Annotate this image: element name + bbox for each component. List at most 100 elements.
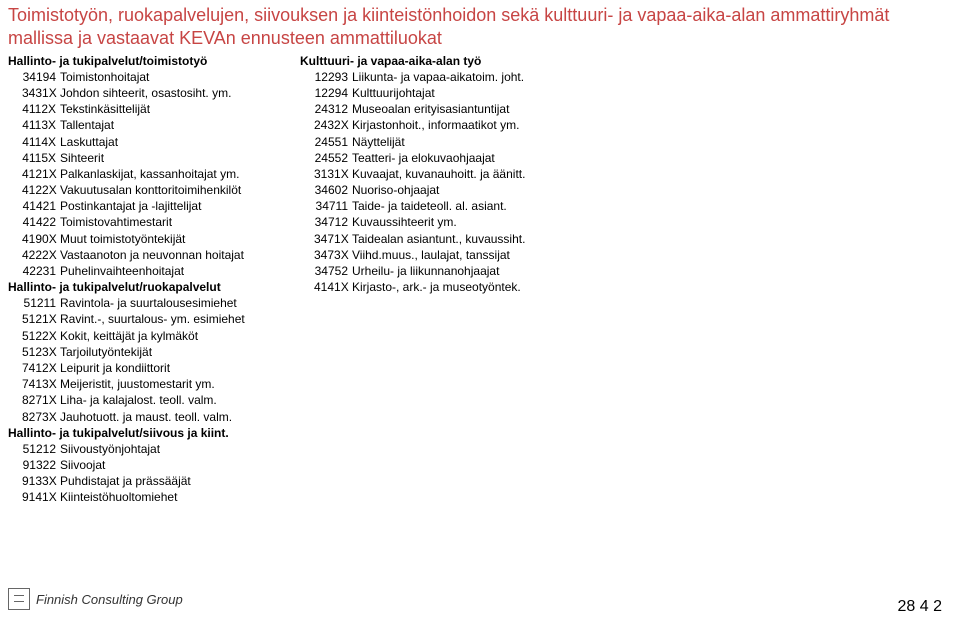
item-label: Tarjoilutyöntekijät	[60, 344, 296, 360]
list-item: 4141XKirjasto-, ark.- ja museotyöntek.	[300, 279, 600, 295]
item-label: Toimistovahtimestarit	[60, 214, 296, 230]
item-label: Leipurit ja kondiittorit	[60, 360, 296, 376]
item-code: 91322	[8, 457, 60, 473]
item-code: 7413X	[8, 376, 60, 392]
list-item: 4121XPalkanlaskijat, kassanhoitajat ym.	[8, 166, 296, 182]
list-item: 41421Postinkantajat ja -lajittelijat	[8, 198, 296, 214]
list-item: 4190XMuut toimistotyöntekijät	[8, 231, 296, 247]
list-item: 34712Kuvaussihteerit ym.	[300, 214, 600, 230]
item-label: Kulttuurijohtajat	[352, 85, 600, 101]
item-label: Kuvaajat, kuvanauhoitt. ja äänitt.	[352, 166, 600, 182]
item-code: 34711	[300, 198, 352, 214]
list-item: 4222XVastaanoton ja neuvonnan hoitajat	[8, 247, 296, 263]
item-label: Vakuutusalan konttoritoimihenkilöt	[60, 182, 296, 198]
item-label: Palkanlaskijat, kassanhoitajat ym.	[60, 166, 296, 182]
item-code: 3471X	[300, 231, 352, 247]
list-item: 42231Puhelinvaihteenhoitajat	[8, 263, 296, 279]
item-label: Siivoojat	[60, 457, 296, 473]
item-code: 5121X	[8, 311, 60, 327]
list-item: 41422Toimistovahtimestarit	[8, 214, 296, 230]
item-code: 8271X	[8, 392, 60, 408]
list-item: 12293Liikunta- ja vapaa-aikatoim. joht.	[300, 69, 600, 85]
list-item: 9141XKiinteistöhuoltomiehet	[8, 489, 296, 505]
list-item: 24551Näyttelijät	[300, 134, 600, 150]
item-label: Siivoustyönjohtajat	[60, 441, 296, 457]
document-title: Toimistotyön, ruokapalvelujen, siivoukse…	[0, 0, 960, 53]
item-label: Ravint.-, suurtalous- ym. esimiehet	[60, 311, 296, 327]
item-label: Kokit, keittäjät ja kylmäköt	[60, 328, 296, 344]
item-code: 24552	[300, 150, 352, 166]
item-code: 4190X	[8, 231, 60, 247]
list-item: 8271XLiha- ja kalajalost. teoll. valm.	[8, 392, 296, 408]
item-code: 4222X	[8, 247, 60, 263]
item-code: 4112X	[8, 101, 60, 117]
item-label: Kiinteistöhuoltomiehet	[60, 489, 296, 505]
section-header: Hallinto- ja tukipalvelut/toimistotyö	[8, 53, 296, 69]
list-item: 7412XLeipurit ja kondiittorit	[8, 360, 296, 376]
list-item: 34711Taide- ja taideteoll. al. asiant.	[300, 198, 600, 214]
item-code: 3473X	[300, 247, 352, 263]
item-label: Johdon sihteerit, osastosiht. ym.	[60, 85, 296, 101]
item-label: Näyttelijät	[352, 134, 600, 150]
fcg-logo-icon	[8, 588, 30, 610]
item-code: 5122X	[8, 328, 60, 344]
list-item: 4114XLaskuttajat	[8, 134, 296, 150]
item-label: Kirjasto-, ark.- ja museotyöntek.	[352, 279, 600, 295]
section-header: Hallinto- ja tukipalvelut/siivous ja kii…	[8, 425, 296, 441]
item-code: 4141X	[300, 279, 352, 295]
item-label: Viihd.muus., laulajat, tanssijat	[352, 247, 600, 263]
item-code: 34712	[300, 214, 352, 230]
item-code: 34194	[8, 69, 60, 85]
item-code: 3431X	[8, 85, 60, 101]
item-code: 24312	[300, 101, 352, 117]
item-code: 9141X	[8, 489, 60, 505]
item-code: 9133X	[8, 473, 60, 489]
item-code: 12294	[300, 85, 352, 101]
list-item: 24552Teatteri- ja elokuvaohjaajat	[300, 150, 600, 166]
section-header: Kulttuuri- ja vapaa-aika-alan työ	[300, 53, 600, 69]
item-label: Museoalan erityisasiantuntijat	[352, 101, 600, 117]
item-code: 4121X	[8, 166, 60, 182]
left-column: Hallinto- ja tukipalvelut/toimistotyö341…	[8, 53, 296, 506]
item-label: Tekstinkäsittelijät	[60, 101, 296, 117]
list-item: 7413XMeijeristit, juustomestarit ym.	[8, 376, 296, 392]
list-item: 2432XKirjastonhoit., informaatikot ym.	[300, 117, 600, 133]
item-label: Urheilu- ja liikunnanohjaajat	[352, 263, 600, 279]
item-label: Puhdistajat ja prässääjät	[60, 473, 296, 489]
item-code: 51212	[8, 441, 60, 457]
item-code: 34602	[300, 182, 352, 198]
item-code: 8273X	[8, 409, 60, 425]
item-label: Liikunta- ja vapaa-aikatoim. joht.	[352, 69, 600, 85]
content-columns: Hallinto- ja tukipalvelut/toimistotyö341…	[0, 53, 960, 506]
item-label: Postinkantajat ja -lajittelijat	[60, 198, 296, 214]
list-item: 34602Nuoriso-ohjaajat	[300, 182, 600, 198]
list-item: 5121XRavint.-, suurtalous- ym. esimiehet	[8, 311, 296, 327]
item-label: Jauhotuott. ja maust. teoll. valm.	[60, 409, 296, 425]
item-label: Vastaanoton ja neuvonnan hoitajat	[60, 247, 296, 263]
item-label: Meijeristit, juustomestarit ym.	[60, 376, 296, 392]
item-code: 7412X	[8, 360, 60, 376]
list-item: 3471XTaidealan asiantunt., kuvaussiht.	[300, 231, 600, 247]
item-code: 34752	[300, 263, 352, 279]
list-item: 24312Museoalan erityisasiantuntijat	[300, 101, 600, 117]
item-code: 4113X	[8, 117, 60, 133]
list-item: 8273XJauhotuott. ja maust. teoll. valm.	[8, 409, 296, 425]
item-code: 4115X	[8, 150, 60, 166]
item-label: Kirjastonhoit., informaatikot ym.	[352, 117, 600, 133]
list-item: 51211Ravintola- ja suurtalousesimiehet	[8, 295, 296, 311]
list-item: 34194Toimistonhoitajat	[8, 69, 296, 85]
item-label: Sihteerit	[60, 150, 296, 166]
item-label: Kuvaussihteerit ym.	[352, 214, 600, 230]
item-label: Taidealan asiantunt., kuvaussiht.	[352, 231, 600, 247]
list-item: 3473XViihd.muus., laulajat, tanssijat	[300, 247, 600, 263]
list-item: 12294Kulttuurijohtajat	[300, 85, 600, 101]
list-item: 5122XKokit, keittäjät ja kylmäköt	[8, 328, 296, 344]
footer-logo: Finnish Consulting Group	[8, 588, 183, 610]
list-item: 4113XTallentajat	[8, 117, 296, 133]
item-code: 5123X	[8, 344, 60, 360]
page-indicator: 28 4 2	[898, 598, 942, 616]
list-item: 4115XSihteerit	[8, 150, 296, 166]
item-label: Ravintola- ja suurtalousesimiehet	[60, 295, 296, 311]
list-item: 3131XKuvaajat, kuvanauhoitt. ja äänitt.	[300, 166, 600, 182]
item-code: 4122X	[8, 182, 60, 198]
